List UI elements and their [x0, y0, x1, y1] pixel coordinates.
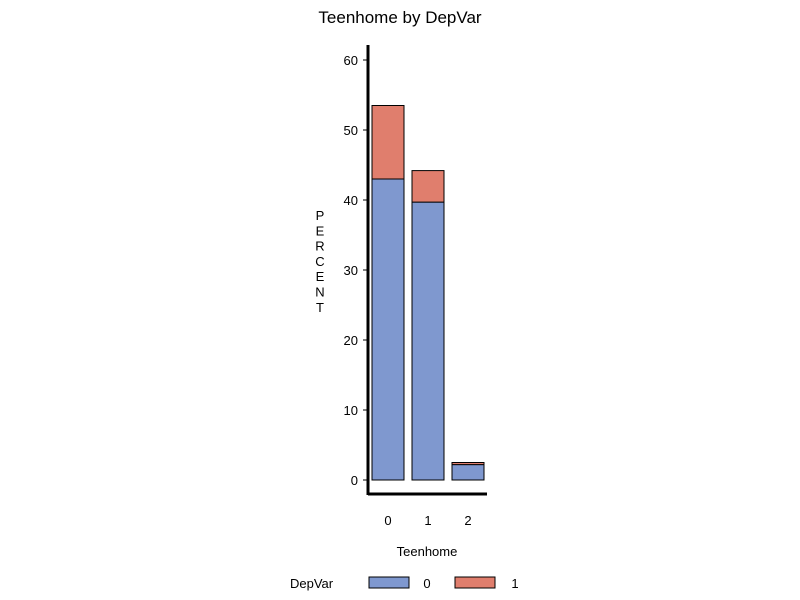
y-tick-label: 20: [344, 333, 358, 348]
x-axis-label: Teenhome: [397, 544, 458, 559]
y-tick-label: 50: [344, 123, 358, 138]
legend-entry-label: 1: [511, 576, 518, 591]
legend-swatch-0: [368, 576, 410, 589]
legend-title: DepVar: [290, 576, 334, 591]
legend-swatch-1: [454, 576, 496, 589]
bar-segment-depvar-0-teenhome-2: [451, 464, 485, 481]
x-tick-label: 2: [464, 513, 471, 528]
y-tick-label: 40: [344, 193, 358, 208]
y-tick-label: 60: [344, 53, 358, 68]
bar-segment-depvar-1-teenhome-1: [411, 170, 445, 203]
x-tick-label: 1: [424, 513, 431, 528]
x-tick-label: 0: [384, 513, 391, 528]
y-tick-label: 10: [344, 403, 358, 418]
y-ticks: 0 10 20 30 40 50 60: [344, 53, 368, 488]
bar-segment-depvar-1-teenhome-2: [451, 462, 485, 466]
bar-segment-depvar-0-teenhome-1: [411, 201, 445, 481]
bar-segment-depvar-1-teenhome-0: [371, 105, 405, 180]
chart-title: Teenhome by DepVar: [318, 8, 482, 27]
bar-segment-depvar-0-teenhome-0: [371, 178, 405, 481]
legend-entry-label: 0: [423, 576, 430, 591]
x-ticks: 0 1 2: [384, 513, 471, 528]
legend: DepVar 0 1: [290, 576, 519, 591]
bar-stacks: [371, 105, 485, 481]
y-tick-label: 30: [344, 263, 358, 278]
y-tick-label: 0: [351, 473, 358, 488]
